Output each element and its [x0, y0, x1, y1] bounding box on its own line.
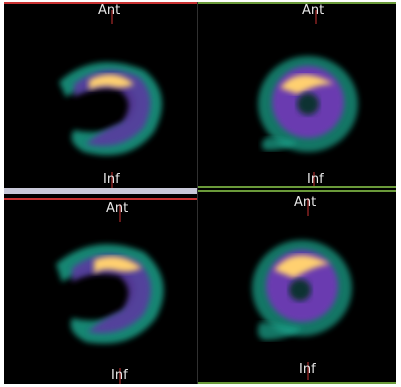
viewport-bottom-right[interactable]: Ant Inf [198, 190, 396, 384]
viewport-accent-line [198, 382, 396, 384]
viewport-separator[interactable] [4, 188, 197, 194]
horseshoe-slice-image [56, 204, 164, 384]
horseshoe-slice-image [59, 10, 162, 188]
viewport-accent-line [4, 2, 197, 4]
anterior-label: Ant [294, 195, 317, 210]
viewport-bottom-left[interactable]: Ant Inf [4, 194, 197, 384]
inferior-label: Inf [111, 368, 128, 383]
viewport-accent-line [198, 190, 396, 192]
viewport-separator[interactable] [197, 2, 198, 384]
viewport-accent-line [198, 2, 396, 4]
anterior-label: Ant [302, 3, 325, 18]
inferior-label: Inf [103, 172, 120, 187]
viewport-top-left[interactable]: Ant Inf [4, 2, 197, 188]
anterior-label: Ant [106, 201, 129, 216]
ring-slice-image [258, 10, 358, 186]
viewport-accent-line [198, 186, 396, 188]
ring-slice-image [252, 198, 352, 380]
anterior-label: Ant [98, 3, 121, 18]
viewport-top-right[interactable]: Ant Inf [198, 2, 396, 188]
viewport-accent-line [4, 198, 197, 200]
inferior-label: Inf [307, 172, 324, 187]
viewer-grid: Ant Inf Ant Inf [4, 2, 396, 384]
inferior-label: Inf [299, 362, 316, 377]
